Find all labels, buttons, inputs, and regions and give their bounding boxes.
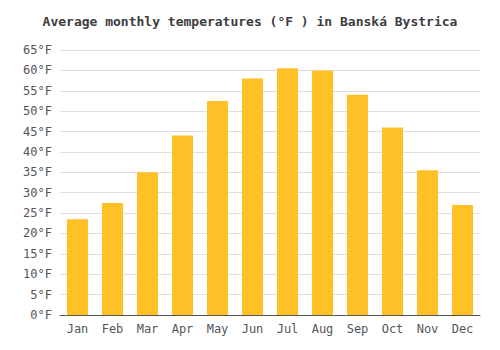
svg-text:Aug: Aug	[312, 322, 334, 336]
svg-text:10°F: 10°F	[23, 267, 52, 281]
svg-text:50°F: 50°F	[23, 104, 52, 118]
svg-text:45°F: 45°F	[23, 125, 52, 139]
svg-text:Oct: Oct	[382, 322, 404, 336]
svg-text:Apr: Apr	[172, 322, 194, 336]
svg-text:Average monthly temperatures (: Average monthly temperatures (°F ) in Ba…	[43, 14, 458, 29]
svg-text:25°F: 25°F	[23, 206, 52, 220]
svg-text:0°F: 0°F	[30, 308, 52, 322]
svg-text:May: May	[207, 322, 229, 336]
svg-text:Jul: Jul	[277, 322, 299, 336]
svg-text:Sep: Sep	[347, 322, 369, 336]
svg-text:Nov: Nov	[417, 322, 439, 336]
svg-text:40°F: 40°F	[23, 145, 52, 159]
svg-text:Jun: Jun	[242, 322, 264, 336]
svg-text:Mar: Mar	[137, 322, 159, 336]
svg-text:Feb: Feb	[102, 322, 124, 336]
svg-text:5°F: 5°F	[30, 288, 52, 302]
svg-text:35°F: 35°F	[23, 165, 52, 179]
svg-text:20°F: 20°F	[23, 226, 52, 240]
svg-text:Dec: Dec	[452, 322, 474, 336]
svg-text:15°F: 15°F	[23, 247, 52, 261]
svg-text:30°F: 30°F	[23, 186, 52, 200]
svg-text:Jan: Jan	[67, 322, 89, 336]
svg-text:55°F: 55°F	[23, 84, 52, 98]
svg-text:60°F: 60°F	[23, 63, 52, 77]
svg-text:65°F: 65°F	[23, 43, 52, 57]
